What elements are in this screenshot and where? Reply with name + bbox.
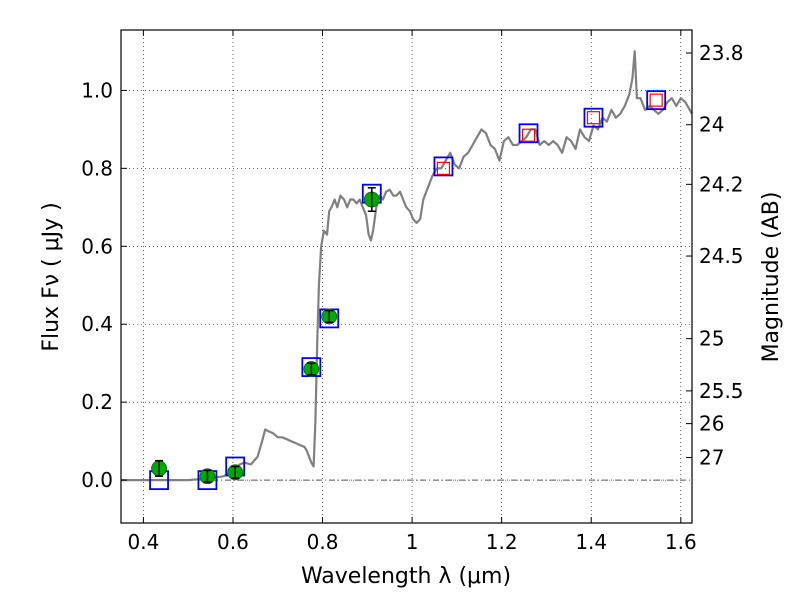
- blue-square-marker: [433, 156, 454, 177]
- y2-tick-label: 27: [699, 446, 724, 470]
- x-tick-label: 0.6: [217, 530, 249, 554]
- x-axis-label: Wavelength λ (μm): [301, 564, 511, 589]
- x-tick-label: 1.6: [665, 530, 697, 554]
- y-tick-label: 0.0: [81, 468, 113, 492]
- x-tick-label: 0.8: [307, 530, 339, 554]
- data-marks: [121, 50, 693, 491]
- y2-tick-label: 24.2: [699, 172, 744, 196]
- y-tick-label: 1.0: [81, 78, 113, 102]
- blue-square-marker: [583, 107, 604, 128]
- plot-frame: [120, 29, 693, 524]
- red-square-marker: [521, 128, 536, 142]
- x-tick-label: 0.4: [127, 530, 159, 554]
- blue-square-marker: [646, 90, 667, 111]
- y2-tick-label: 25: [699, 327, 724, 351]
- y-tick-label: 0.6: [81, 234, 113, 258]
- x-tick-label: 1.2: [486, 530, 518, 554]
- plot-background: [121, 30, 692, 523]
- y2-axis-label: Magnitude (AB): [759, 192, 784, 363]
- y2-tick-label: 24: [699, 113, 724, 137]
- x-tick-label: 1: [406, 530, 419, 554]
- y2-tick-label: 26: [699, 412, 724, 436]
- y-axis-label: Flux Fν ( μJy ): [39, 202, 64, 351]
- red-square-marker: [586, 111, 601, 125]
- x-tick-label: 1.4: [575, 530, 607, 554]
- y2-tick-label: 24.5: [699, 244, 744, 268]
- axis-ticks: 0.4 0.6 0.8 1 1.2 1.4 1.6 0.0 0.2 0.4 0.6 0.8 1.0 23.…: [81, 30, 744, 554]
- y2-tick-label: 25.5: [699, 379, 744, 403]
- spectrum-line: [121, 50, 693, 482]
- y-tick-label: 0.2: [81, 390, 113, 414]
- red-square-marker: [436, 161, 451, 175]
- blue-square-marker: [518, 123, 539, 144]
- y-tick-label: 0.8: [81, 156, 113, 180]
- red-square-marker: [649, 93, 663, 107]
- y2-tick-label: 23.8: [699, 41, 744, 65]
- y-tick-label: 0.4: [81, 312, 113, 336]
